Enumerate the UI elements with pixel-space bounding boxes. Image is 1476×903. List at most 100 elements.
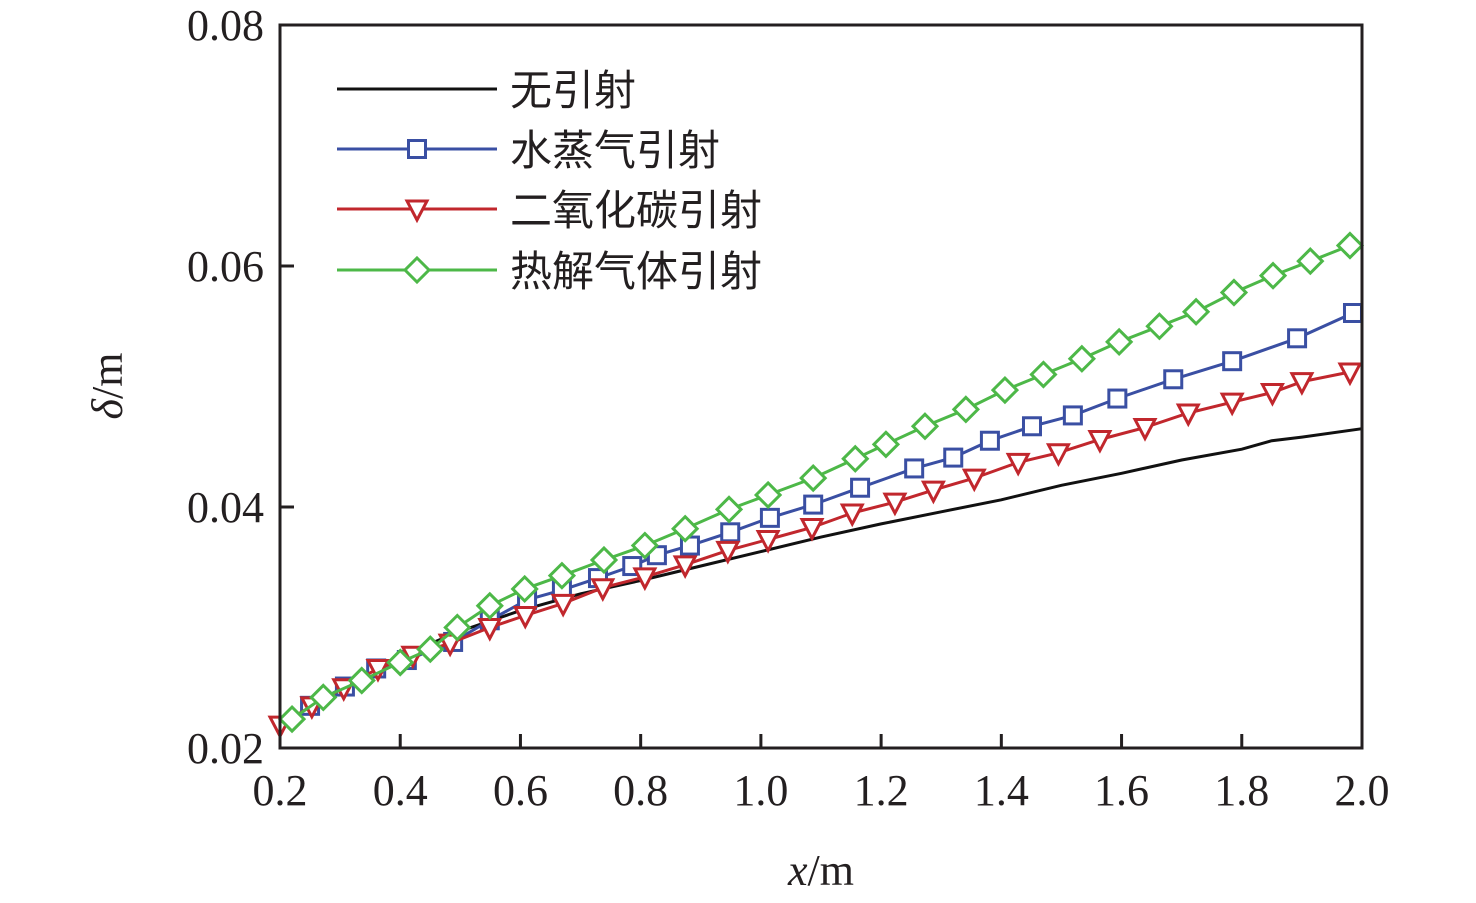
data-point-marker bbox=[715, 540, 741, 565]
data-point-marker bbox=[590, 578, 616, 602]
y-axis-title: δ/m bbox=[83, 353, 132, 420]
data-point-marker bbox=[1335, 231, 1365, 260]
legend-item: 热解气体引射 bbox=[337, 247, 762, 296]
data-point-marker bbox=[1259, 383, 1285, 407]
x-tick-label: 1.4 bbox=[974, 766, 1029, 815]
legend-marker-swatch bbox=[404, 199, 430, 224]
legend-marker-swatch bbox=[402, 255, 432, 285]
data-point-marker bbox=[1175, 403, 1201, 428]
x-tick-label: 0.4 bbox=[373, 766, 428, 815]
legend-item: 水蒸气引射 bbox=[337, 126, 720, 175]
data-point-marker bbox=[672, 555, 698, 580]
data-point-marker bbox=[1087, 430, 1113, 454]
x-tick-label: 0.8 bbox=[613, 766, 668, 815]
data-point-marker bbox=[803, 494, 824, 515]
x-tick-label: 0.2 bbox=[253, 766, 308, 815]
data-point-marker bbox=[839, 503, 865, 528]
y-tick-label: 0.06 bbox=[187, 242, 264, 291]
legend-label: 无引射 bbox=[510, 66, 636, 115]
data-point-marker bbox=[1287, 328, 1308, 349]
data-point-marker bbox=[755, 530, 781, 554]
data-point-marker bbox=[799, 463, 828, 493]
x-tick-label: 2.0 bbox=[1335, 766, 1390, 815]
data-point-marker bbox=[1342, 302, 1363, 323]
x-tick-label: 1.0 bbox=[733, 766, 788, 815]
data-point-marker bbox=[799, 517, 825, 542]
plot-frame bbox=[278, 23, 1364, 750]
data-point-marker bbox=[1105, 327, 1134, 357]
data-point-marker bbox=[882, 492, 908, 517]
x-axis-unit: /m bbox=[808, 846, 854, 895]
data-point-marker bbox=[753, 480, 783, 510]
data-point-marker bbox=[630, 531, 659, 560]
data-point-marker bbox=[1145, 312, 1174, 341]
data-point-marker bbox=[714, 495, 744, 524]
data-point-marker bbox=[1289, 372, 1315, 396]
data-point-marker bbox=[1062, 405, 1083, 426]
data-point-marker bbox=[416, 635, 445, 664]
data-point-marker bbox=[1067, 344, 1097, 373]
data-point-marker bbox=[589, 545, 619, 575]
x-tick-label: 1.6 bbox=[1094, 766, 1149, 815]
data-point-marker bbox=[1005, 452, 1031, 477]
data-point-marker bbox=[904, 458, 925, 479]
legend-marker-swatch bbox=[407, 139, 427, 159]
data-point-marker bbox=[871, 430, 901, 459]
data-point-marker bbox=[720, 522, 741, 543]
legend-label: 水蒸气引射 bbox=[510, 126, 720, 175]
y-axis-var: δ bbox=[83, 397, 132, 419]
data-point-marker bbox=[309, 683, 338, 712]
data-point-marker bbox=[1132, 417, 1158, 442]
data-point-marker bbox=[386, 648, 415, 677]
x-tick-label: 1.2 bbox=[854, 766, 909, 815]
x-axis-var: x bbox=[787, 846, 808, 895]
data-point-marker bbox=[512, 605, 538, 630]
data-point-marker bbox=[1219, 278, 1249, 307]
data-point-marker bbox=[1163, 369, 1184, 390]
data-point-marker bbox=[475, 591, 504, 620]
data-point-marker bbox=[1029, 360, 1058, 389]
x-axis-title: x/m bbox=[787, 846, 854, 895]
data-point-marker bbox=[1296, 247, 1325, 276]
data-point-marker bbox=[550, 593, 576, 618]
legend-label: 热解气体引射 bbox=[510, 247, 762, 296]
data-point-marker bbox=[920, 480, 946, 505]
series-1 bbox=[300, 302, 1363, 716]
y-tick-label: 0.04 bbox=[187, 483, 264, 532]
y-tick-label: 0.02 bbox=[187, 724, 264, 773]
data-point-marker bbox=[850, 477, 871, 498]
data-point-marker bbox=[943, 447, 964, 468]
legend-item: 二氧化碳引射 bbox=[337, 186, 762, 235]
series-3 bbox=[277, 231, 1365, 734]
data-point-marker bbox=[1045, 443, 1071, 467]
legend-label: 二氧化碳引射 bbox=[510, 186, 762, 235]
series-line bbox=[309, 311, 1354, 708]
data-point-marker bbox=[632, 567, 658, 592]
ticks-layer: 0.2 0.4 0.6 0.8 1.0 1.2 1.4 1.6 1.8 2.0 0.02 0.04 0.… bbox=[187, 1, 1390, 815]
data-point-marker bbox=[1219, 392, 1245, 417]
data-point-marker bbox=[759, 507, 780, 528]
y-tick-label: 0.08 bbox=[187, 1, 264, 50]
data-point-marker bbox=[1181, 297, 1211, 326]
data-point-marker bbox=[1258, 261, 1288, 290]
data-point-marker bbox=[979, 430, 1000, 451]
data-point-marker bbox=[277, 704, 307, 734]
data-point-marker bbox=[951, 395, 980, 424]
x-tick-label: 1.8 bbox=[1214, 766, 1269, 815]
data-point-marker bbox=[443, 613, 472, 642]
data-point-marker bbox=[1107, 388, 1128, 409]
data-point-marker bbox=[990, 375, 1020, 405]
data-point-marker bbox=[841, 444, 870, 473]
data-point-marker bbox=[671, 514, 700, 543]
series-line bbox=[279, 370, 1351, 727]
data-point-marker bbox=[961, 468, 987, 493]
series-layer bbox=[267, 231, 1365, 740]
data-point-marker bbox=[1021, 416, 1042, 437]
data-point-marker bbox=[510, 574, 539, 604]
data-point-marker bbox=[547, 561, 577, 590]
legend-item: 无引射 bbox=[337, 66, 636, 115]
data-point-marker bbox=[1337, 362, 1363, 387]
data-point-marker bbox=[910, 412, 940, 441]
